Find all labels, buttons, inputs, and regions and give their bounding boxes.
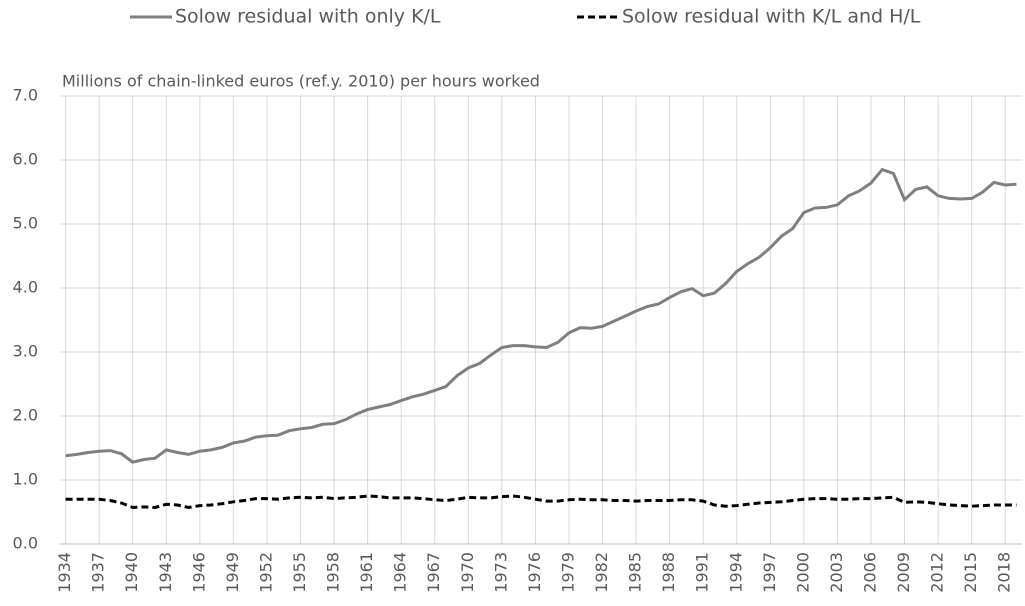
legend: Solow residual with only K/L Solow residu… (130, 6, 921, 28)
x-tick-label: 1952 (256, 552, 275, 593)
y-tick-label: 4.0 (13, 278, 38, 297)
x-tick-label: 2015 (961, 552, 980, 593)
x-tick-label: 1934 (55, 552, 74, 593)
x-tick-label: 1979 (558, 552, 577, 593)
x-tick-label: 2012 (928, 552, 947, 593)
x-tick-label: 1970 (458, 552, 477, 593)
x-tick-label: 2003 (827, 552, 846, 593)
x-tick-label: 2009 (894, 552, 913, 593)
legend-label: Solow residual with only K/L (175, 6, 441, 28)
x-tick-label: 1994 (726, 552, 745, 593)
x-tick-label: 1976 (525, 552, 544, 593)
x-tick-label: 1961 (357, 552, 376, 593)
y-tick-label: 2.0 (13, 406, 38, 425)
x-tick-label: 1958 (324, 552, 343, 593)
x-tick-label: 1943 (156, 552, 175, 593)
x-tick-label: 1940 (122, 552, 141, 593)
y-tick-label: 5.0 (13, 214, 38, 233)
x-tick-label: 1988 (659, 552, 678, 593)
legend-label: Solow residual with K/L and H/L (622, 6, 921, 28)
x-tick-label: 1949 (223, 552, 242, 593)
x-tick-label: 1985 (626, 552, 645, 593)
x-tick-label: 1964 (391, 552, 410, 593)
x-tick-label: 1937 (89, 552, 108, 593)
series-line (65, 494, 1017, 510)
x-tick-label: 1967 (424, 552, 443, 593)
x-tick-label: 2006 (860, 552, 879, 593)
y-axis-label: Millions of chain-linked euros (ref.y. 2… (62, 72, 540, 91)
x-tick-label: 1997 (760, 552, 779, 593)
x-tick-label: 1973 (491, 552, 510, 593)
x-tick-label: 1946 (189, 552, 208, 593)
y-tick-label: 0.0 (13, 534, 38, 553)
x-tick-label: 1955 (290, 552, 309, 593)
y-tick-label: 1.0 (13, 470, 38, 489)
y-tick-label: 7.0 (13, 86, 38, 105)
series-line (65, 167, 1017, 464)
y-tick-label: 6.0 (13, 150, 38, 169)
x-tick-label: 1982 (592, 552, 611, 593)
x-tick-label: 1991 (693, 552, 712, 593)
y-tick-label: 3.0 (13, 342, 38, 361)
x-tick-label: 2000 (793, 552, 812, 593)
x-tick-label: 2018 (995, 552, 1014, 593)
